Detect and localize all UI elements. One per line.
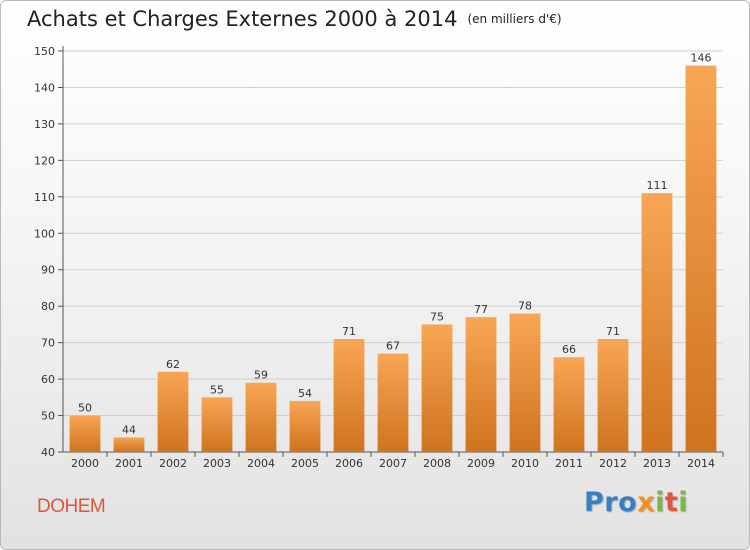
bar [333, 338, 365, 452]
x-tick-label: 2010 [511, 457, 539, 470]
y-tick-label: 60 [41, 373, 55, 386]
data-label: 71 [606, 325, 620, 338]
y-tick-label: 70 [41, 337, 55, 350]
y-tick-label: 120 [34, 154, 55, 167]
bar [157, 371, 189, 452]
x-tick-label: 2006 [335, 457, 363, 470]
logo-letter: t [664, 487, 679, 518]
data-label: 55 [210, 383, 224, 396]
logo-letter: r [604, 487, 619, 518]
y-tick-label: 110 [34, 191, 55, 204]
x-tick-label: 2012 [599, 457, 627, 470]
data-label: 78 [518, 299, 532, 312]
bar [245, 382, 277, 452]
data-label: 75 [430, 310, 444, 323]
data-label: 50 [78, 402, 92, 415]
proxiti-logo: Proxiti [584, 487, 688, 518]
x-tick-label: 2013 [643, 457, 671, 470]
x-tick-label: 2011 [555, 457, 583, 470]
logo-letter: P [584, 487, 605, 518]
x-tick-label: 2001 [115, 457, 143, 470]
logo-letter: x [637, 487, 656, 518]
logo-letter: o [618, 487, 638, 518]
y-tick-label: 40 [41, 446, 55, 459]
data-label: 111 [647, 179, 668, 192]
bar [641, 193, 673, 452]
bar [201, 397, 233, 452]
bar [509, 313, 541, 452]
bar [69, 415, 101, 452]
y-tick-label: 50 [41, 410, 55, 423]
chart-title-text: Achats et Charges Externes 2000 à 2014 [27, 7, 458, 31]
place-name: DOHEM [37, 496, 106, 517]
y-tick-label: 100 [34, 227, 55, 240]
data-label: 44 [122, 423, 136, 436]
chart-title: Achats et Charges Externes 2000 à 2014 (e… [27, 7, 562, 31]
labels: 40 50 60 70 80 90 100 110 120 130 140 150 50 2000 44 20… [34, 45, 715, 470]
logo-letter: i [655, 487, 665, 518]
chart-unit: (en milliers d'€) [467, 12, 562, 26]
data-label: 71 [342, 325, 356, 338]
y-tick-label: 90 [41, 264, 55, 277]
x-tick-label: 2003 [203, 457, 231, 470]
data-label: 66 [562, 343, 576, 356]
x-tick-label: 2005 [291, 457, 319, 470]
logo-letter: i [678, 487, 689, 518]
data-label: 77 [474, 303, 488, 316]
bar [289, 400, 321, 452]
y-tick-label: 140 [34, 81, 55, 94]
bar [377, 353, 409, 452]
x-tick-label: 2008 [423, 457, 451, 470]
bar [597, 338, 629, 452]
y-tick-label: 80 [41, 300, 55, 313]
x-tick-label: 2007 [379, 457, 407, 470]
x-tick-label: 2014 [687, 457, 715, 470]
x-tick-label: 2002 [159, 457, 187, 470]
bars [69, 65, 717, 452]
x-tick-label: 2009 [467, 457, 495, 470]
data-label: 59 [254, 369, 268, 382]
x-tick-label: 2000 [71, 457, 99, 470]
bar [113, 437, 145, 452]
bar [553, 357, 585, 452]
data-label: 54 [298, 387, 312, 400]
data-label: 67 [386, 340, 400, 353]
y-tick-label: 150 [34, 45, 55, 58]
data-label: 62 [166, 358, 180, 371]
data-label: 146 [691, 52, 712, 65]
bar [685, 65, 717, 452]
bar [465, 317, 497, 452]
y-tick-label: 130 [34, 118, 55, 131]
bar [421, 324, 453, 452]
x-tick-label: 2004 [247, 457, 275, 470]
